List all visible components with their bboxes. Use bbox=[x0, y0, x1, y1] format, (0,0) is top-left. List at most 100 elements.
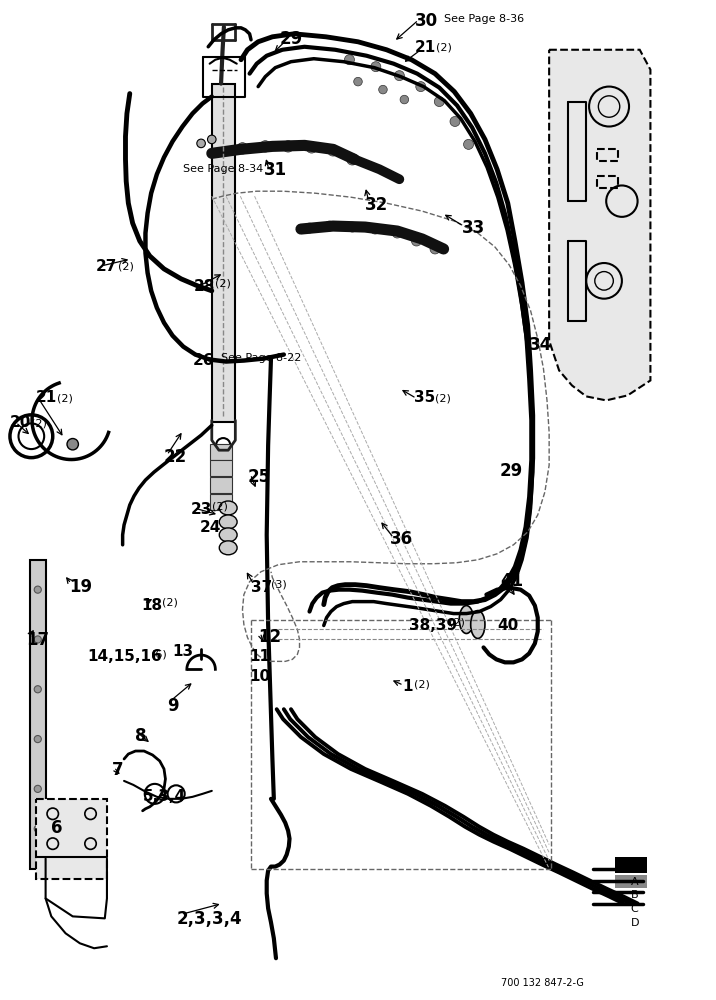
Text: 35: 35 bbox=[414, 390, 435, 405]
Circle shape bbox=[237, 143, 248, 154]
Circle shape bbox=[354, 77, 362, 86]
Text: (3): (3) bbox=[271, 580, 286, 590]
Text: (2): (2) bbox=[32, 418, 47, 428]
Circle shape bbox=[34, 736, 42, 743]
Bar bbox=[36, 799, 107, 879]
Text: See Page 8-36: See Page 8-36 bbox=[444, 14, 523, 24]
Circle shape bbox=[347, 222, 357, 232]
Circle shape bbox=[197, 139, 205, 148]
Text: 33: 33 bbox=[461, 219, 485, 237]
Circle shape bbox=[306, 142, 317, 153]
Circle shape bbox=[371, 62, 381, 72]
Text: 7: 7 bbox=[112, 761, 124, 779]
Text: (2): (2) bbox=[414, 679, 430, 689]
Circle shape bbox=[34, 686, 42, 693]
Text: (6): (6) bbox=[151, 649, 167, 659]
Polygon shape bbox=[549, 50, 650, 400]
Circle shape bbox=[304, 223, 314, 233]
Text: (2): (2) bbox=[435, 393, 451, 403]
Text: 17: 17 bbox=[26, 631, 49, 649]
Circle shape bbox=[34, 825, 42, 832]
Circle shape bbox=[260, 141, 271, 152]
Text: 37: 37 bbox=[251, 580, 272, 595]
Text: 5,3,4: 5,3,4 bbox=[142, 789, 185, 804]
Text: (2): (2) bbox=[437, 43, 453, 53]
Text: 38,39: 38,39 bbox=[410, 618, 458, 633]
Text: 36: 36 bbox=[390, 530, 413, 548]
Text: 11: 11 bbox=[250, 649, 271, 664]
Text: 25: 25 bbox=[248, 468, 271, 486]
Circle shape bbox=[34, 785, 42, 792]
Text: 21: 21 bbox=[415, 40, 436, 55]
Text: 32: 32 bbox=[365, 196, 388, 214]
Circle shape bbox=[430, 244, 440, 254]
Text: See Page 8-34: See Page 8-34 bbox=[183, 164, 263, 174]
Text: A: A bbox=[631, 877, 638, 887]
Text: 14,15,16: 14,15,16 bbox=[87, 649, 162, 664]
Text: 29: 29 bbox=[499, 462, 523, 480]
Circle shape bbox=[392, 228, 402, 238]
Bar bbox=[615, 857, 647, 873]
Ellipse shape bbox=[459, 606, 473, 633]
Circle shape bbox=[412, 236, 422, 246]
Bar bbox=[212, 84, 235, 422]
Circle shape bbox=[463, 139, 473, 149]
Text: (2): (2) bbox=[216, 279, 231, 289]
Circle shape bbox=[416, 82, 426, 92]
Text: 24: 24 bbox=[200, 520, 221, 535]
Circle shape bbox=[324, 221, 334, 231]
Text: (2): (2) bbox=[162, 598, 178, 608]
Ellipse shape bbox=[219, 528, 237, 542]
Text: 8: 8 bbox=[135, 727, 147, 745]
Bar bbox=[615, 875, 647, 888]
Text: 34: 34 bbox=[529, 336, 553, 354]
Ellipse shape bbox=[219, 501, 237, 515]
Text: See Page 8-22: See Page 8-22 bbox=[221, 353, 301, 363]
Text: C: C bbox=[631, 904, 638, 914]
Text: 23: 23 bbox=[190, 502, 212, 517]
Text: 26: 26 bbox=[193, 353, 214, 368]
Text: 13: 13 bbox=[173, 644, 194, 659]
Text: 31: 31 bbox=[264, 161, 287, 179]
Text: B: B bbox=[631, 890, 638, 900]
Circle shape bbox=[282, 141, 294, 152]
Text: D: D bbox=[631, 918, 639, 928]
Text: 21: 21 bbox=[36, 390, 57, 405]
Circle shape bbox=[327, 145, 339, 156]
Text: 20: 20 bbox=[10, 415, 32, 430]
Text: 12: 12 bbox=[258, 628, 281, 646]
Text: (2): (2) bbox=[450, 618, 465, 628]
Ellipse shape bbox=[470, 611, 485, 638]
Circle shape bbox=[400, 95, 409, 104]
Circle shape bbox=[450, 116, 460, 126]
Text: 30: 30 bbox=[415, 12, 438, 30]
Text: 1: 1 bbox=[402, 679, 412, 694]
Text: 29: 29 bbox=[279, 30, 303, 48]
Text: 28: 28 bbox=[194, 279, 216, 294]
Circle shape bbox=[435, 97, 445, 107]
Ellipse shape bbox=[219, 541, 237, 555]
Ellipse shape bbox=[219, 515, 237, 529]
Circle shape bbox=[379, 85, 387, 94]
Bar bbox=[597, 176, 619, 188]
Text: 19: 19 bbox=[69, 578, 92, 596]
Circle shape bbox=[34, 636, 42, 643]
Text: 27: 27 bbox=[96, 259, 117, 274]
Bar bbox=[211, 460, 232, 476]
Circle shape bbox=[370, 224, 380, 234]
Text: 10: 10 bbox=[250, 669, 271, 684]
Text: (2): (2) bbox=[117, 262, 133, 272]
Bar bbox=[211, 477, 232, 493]
Text: 41: 41 bbox=[500, 572, 524, 590]
Text: 22: 22 bbox=[164, 448, 188, 466]
Text: 40: 40 bbox=[497, 618, 518, 633]
Text: 2,3,3,4: 2,3,3,4 bbox=[176, 910, 242, 928]
Circle shape bbox=[395, 71, 405, 81]
Text: (2): (2) bbox=[212, 502, 228, 512]
Circle shape bbox=[208, 135, 216, 144]
Text: 6: 6 bbox=[52, 819, 63, 837]
Circle shape bbox=[344, 55, 354, 65]
Bar bbox=[211, 444, 232, 460]
Text: 700 132 847-2-G: 700 132 847-2-G bbox=[500, 978, 584, 988]
Bar bbox=[30, 560, 46, 869]
